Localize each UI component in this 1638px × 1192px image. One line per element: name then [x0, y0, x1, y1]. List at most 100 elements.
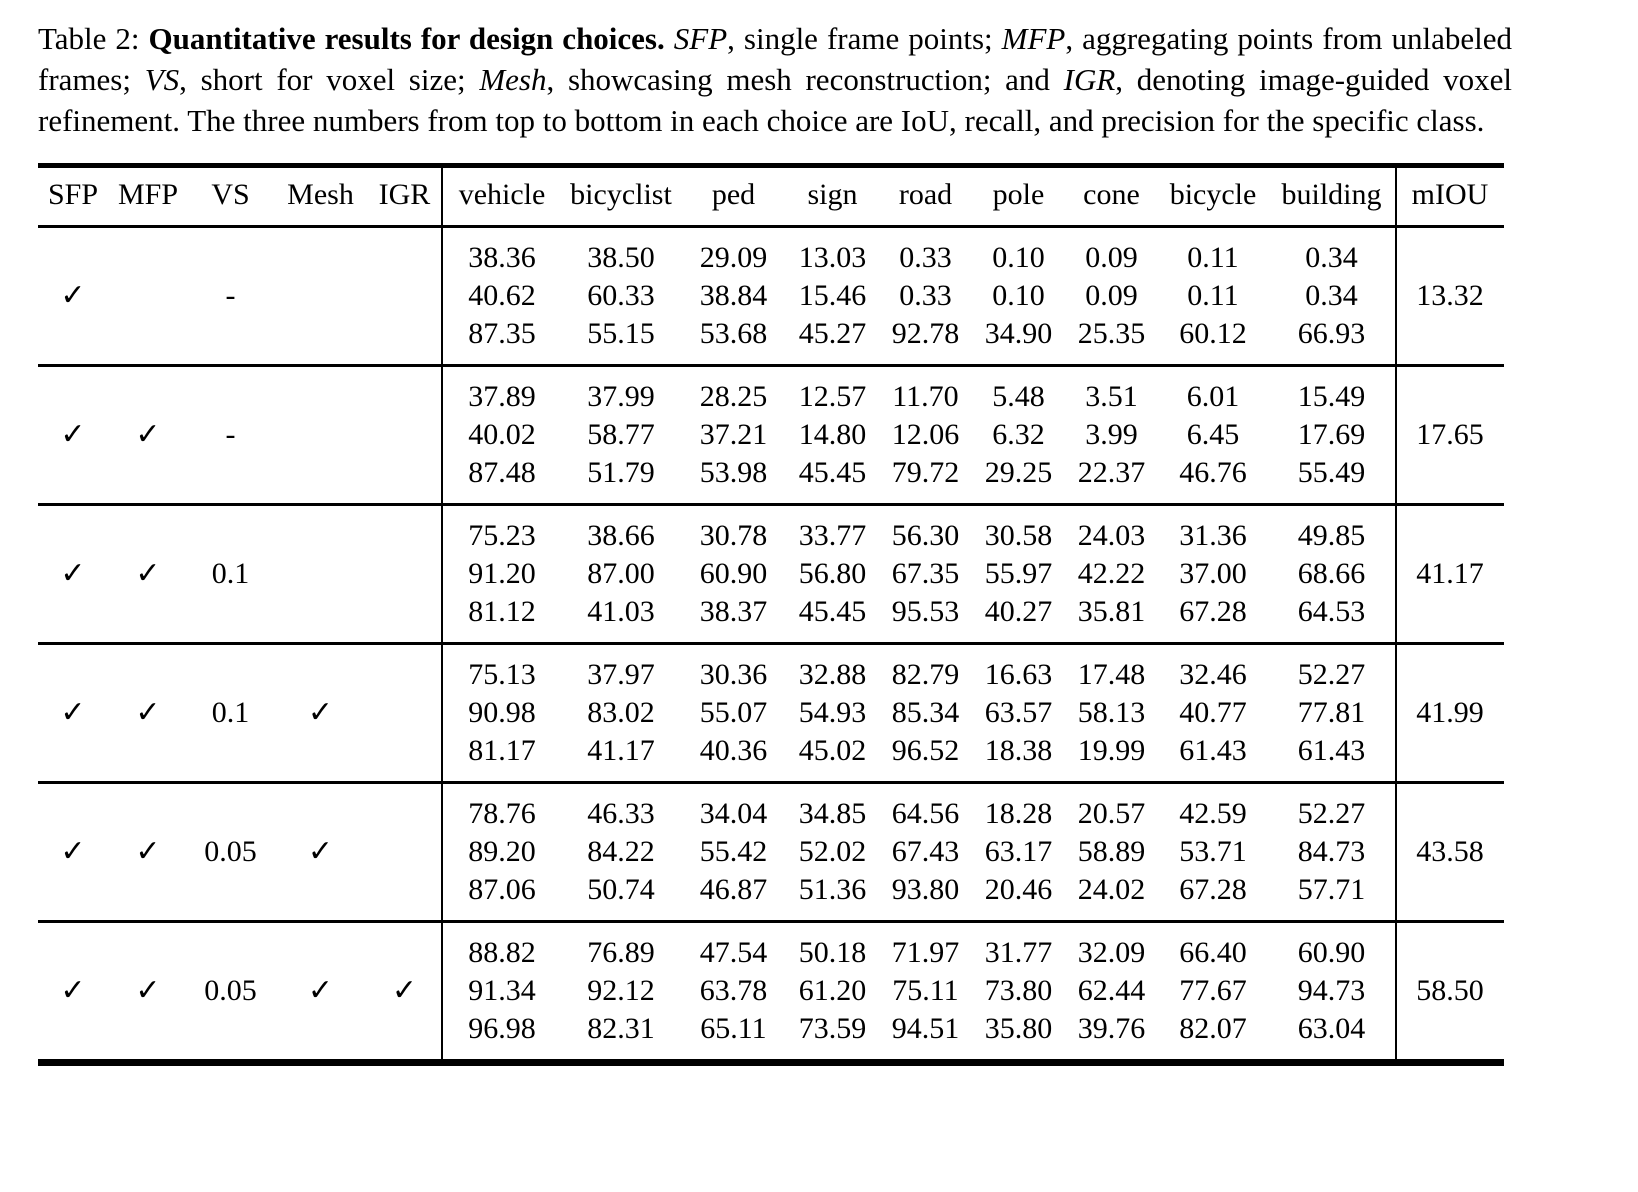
metric-value: 65.11 — [700, 1012, 767, 1045]
metric-value: 82.79 — [891, 658, 960, 691]
caption-segment: VS — [144, 62, 180, 97]
config-cell-sfp: ✓ — [38, 923, 108, 1059]
metric-value: 40.36 — [699, 734, 768, 767]
config-cell-mesh — [273, 367, 368, 503]
checkmark-icon: ✓ — [307, 974, 334, 1007]
metric-value: 51.36 — [798, 873, 867, 906]
config-value: - — [225, 418, 236, 451]
config-cell-igr — [368, 506, 441, 642]
metric-cell-bicyclist: 38.50 60.33 55.15 — [561, 228, 681, 364]
metric-value: 55.15 — [587, 317, 655, 350]
metric-cell-building: 52.27 84.73 57.71 — [1268, 784, 1395, 920]
metric-cell-cone: 0.09 0.09 25.35 — [1065, 228, 1158, 364]
metric-value: 20.57 — [1077, 797, 1146, 830]
metric-value: 73.59 — [798, 1012, 867, 1045]
checkmark-icon: ✓ — [307, 696, 334, 729]
metric-value: 95.53 — [891, 595, 960, 628]
column-header-cone: cone — [1083, 178, 1140, 211]
metric-value: 52.27 — [1297, 797, 1366, 830]
column-header-bicycle: bicycle — [1169, 178, 1257, 211]
metric-value: 45.45 — [798, 456, 867, 489]
metric-value: 11.70 — [892, 380, 959, 413]
metric-value: 50.74 — [587, 873, 655, 906]
column-header-bicyclist: bicyclist — [570, 178, 672, 211]
metric-cell-ped: 29.09 38.84 53.68 — [681, 228, 786, 364]
metric-value: 64.56 — [891, 797, 960, 830]
metric-value: 96.52 — [891, 734, 960, 767]
column-header-road: road — [898, 178, 953, 211]
metric-cell-road: 56.30 67.35 95.53 — [879, 506, 972, 642]
metric-value: 31.77 — [984, 936, 1053, 969]
metric-value: 91.34 — [468, 974, 536, 1007]
config-cell-sfp: ✓ — [38, 784, 108, 920]
config-cell-vs: - — [188, 367, 273, 503]
metric-cell-road: 82.79 85.34 96.52 — [879, 645, 972, 781]
metric-value: 37.00 — [1179, 557, 1247, 590]
caption-segment: , short for voxel size; — [179, 62, 480, 97]
metric-value: 94.73 — [1297, 974, 1366, 1007]
metric-value: 19.99 — [1077, 734, 1146, 767]
config-cell-mfp: ✓ — [108, 923, 188, 1059]
config-cell-mesh — [273, 228, 368, 364]
metric-value: 71.97 — [891, 936, 960, 969]
metric-value: 83.02 — [587, 696, 655, 729]
metric-value: 0.09 — [1085, 279, 1138, 312]
metric-value: 34.85 — [798, 797, 867, 830]
metric-value: 61.20 — [798, 974, 867, 1007]
metric-cell-building: 15.49 17.69 55.49 — [1268, 367, 1395, 503]
metric-value: 77.81 — [1297, 696, 1366, 729]
metric-value: 3.51 — [1085, 380, 1138, 413]
metric-cell-bicyclist: 76.89 92.12 82.31 — [561, 923, 681, 1059]
column-header-mfp: MFP — [117, 178, 179, 211]
metric-value: 0.34 — [1305, 241, 1358, 274]
metric-value: 92.12 — [587, 974, 655, 1007]
config-cell-igr — [368, 645, 441, 781]
miou-value: 43.58 — [1416, 835, 1484, 868]
checkmark-icon: ✓ — [60, 418, 86, 451]
metric-value: 53.98 — [699, 456, 768, 489]
metric-value: 60.33 — [587, 279, 655, 312]
metric-value: 75.23 — [468, 519, 536, 552]
column-header-ped: ped — [711, 178, 756, 211]
metric-value: 63.17 — [984, 835, 1053, 868]
metric-value: 93.80 — [891, 873, 960, 906]
header-row: SFP MFP VS Mesh IGR vehicle bicyclist ped sign ro… — [38, 168, 1504, 228]
metric-value: 58.89 — [1077, 835, 1146, 868]
metric-value: 0.33 — [899, 279, 952, 312]
metric-value: 63.04 — [1297, 1012, 1366, 1045]
metric-value: 67.35 — [891, 557, 960, 590]
metric-value: 55.49 — [1297, 456, 1366, 489]
metric-value: 57.71 — [1297, 873, 1366, 906]
metric-value: 46.33 — [587, 797, 655, 830]
metric-value: 37.21 — [699, 418, 768, 451]
metric-cell-pole: 0.10 0.10 34.90 — [972, 228, 1065, 364]
metric-cell-bicycle: 66.40 77.67 82.07 — [1158, 923, 1268, 1059]
metric-value: 82.31 — [587, 1012, 655, 1045]
metric-value: 0.11 — [1187, 241, 1239, 274]
metric-value: 0.10 — [992, 279, 1045, 312]
metric-value: 20.46 — [984, 873, 1053, 906]
miou-cell: 17.65 — [1395, 367, 1503, 503]
metric-cell-cone: 24.03 42.22 35.81 — [1065, 506, 1158, 642]
metric-value: 84.22 — [587, 835, 655, 868]
config-cell-igr — [368, 228, 441, 364]
metric-value: 41.17 — [587, 734, 655, 767]
metric-value: 0.11 — [1187, 279, 1239, 312]
config-cell-sfp: ✓ — [38, 367, 108, 503]
checkmark-icon: ✓ — [60, 974, 86, 1007]
metric-value: 28.25 — [699, 380, 768, 413]
metric-cell-ped: 30.36 55.07 40.36 — [681, 645, 786, 781]
metric-value: 60.90 — [1297, 936, 1366, 969]
metric-cell-building: 60.90 94.73 63.04 — [1268, 923, 1395, 1059]
metric-value: 89.20 — [468, 835, 536, 868]
metric-cell-vehicle: 88.82 91.34 96.98 — [441, 923, 561, 1059]
config-cell-mesh: ✓ — [273, 645, 368, 781]
miou-cell: 41.99 — [1395, 645, 1503, 781]
metric-value: 54.93 — [798, 696, 867, 729]
config-cell-mesh: ✓ — [273, 923, 368, 1059]
metric-value: 67.28 — [1179, 595, 1247, 628]
metric-value: 61.43 — [1297, 734, 1366, 767]
checkmark-icon: ✓ — [60, 696, 86, 729]
config-value: 0.1 — [211, 696, 250, 729]
